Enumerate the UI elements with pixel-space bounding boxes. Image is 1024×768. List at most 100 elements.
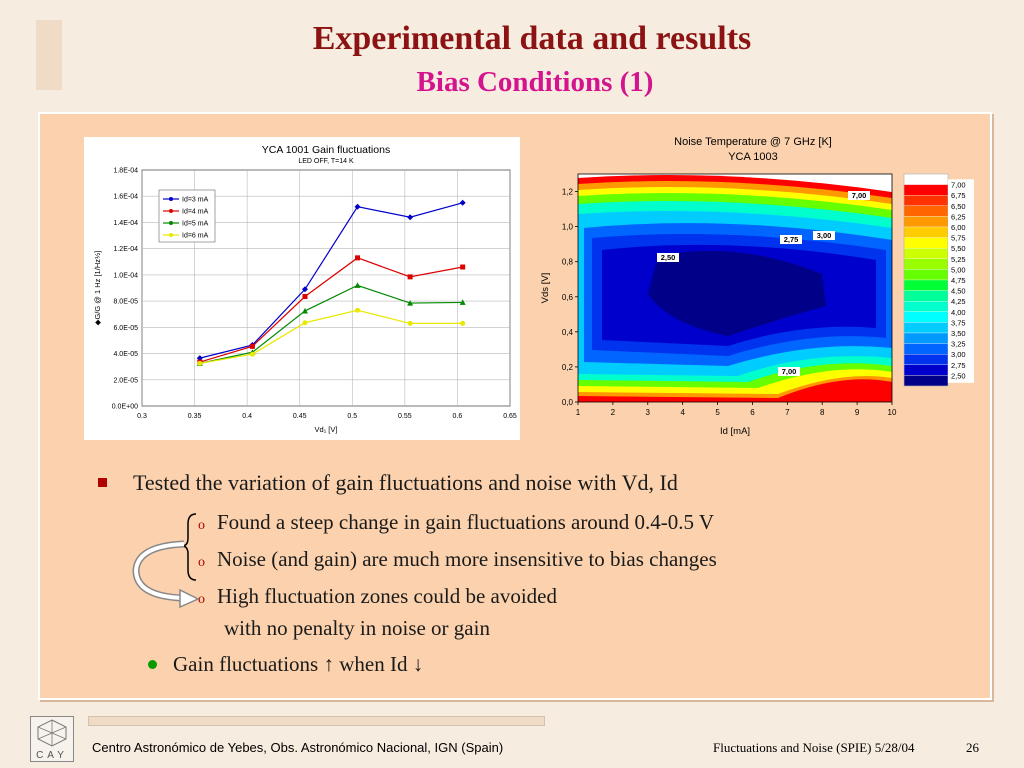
colorbar-swatch	[903, 195, 949, 206]
data-point	[460, 320, 466, 326]
y-axis-label: ◆G/G @ 1 Hz [1/Hz½]	[93, 251, 102, 326]
data-point	[302, 320, 308, 326]
y-axis-label: Vds [V]	[540, 273, 551, 304]
data-point	[249, 351, 255, 357]
colorbar-swatch	[903, 237, 949, 249]
legend-entry: Id=3 mA	[182, 197, 209, 204]
data-point	[407, 274, 413, 280]
bullet-secondary: Gain fluctuations ↑ when Id ↓	[148, 652, 423, 677]
contour-label-bg	[813, 231, 835, 240]
brace-arrow-icon	[132, 513, 200, 609]
y-tick-label: 1,2	[562, 188, 574, 197]
series-line	[199, 257, 463, 363]
y-tick-label: 6.0E-05	[113, 325, 138, 332]
colorbar-swatch	[903, 216, 949, 228]
sub-bullet-text: High fluctuation zones could be avoided	[217, 584, 557, 608]
footer-institution: Centro Astronómico de Yebes, Obs. Astron…	[92, 740, 504, 755]
data-point	[301, 286, 308, 293]
x-tick-label: 6	[750, 408, 755, 417]
x-tick-label: 5	[715, 408, 720, 417]
colorbar-swatch	[903, 364, 949, 376]
bullet-main-text: Tested the variation of gain fluctuation…	[133, 470, 678, 495]
contour-label-bg	[780, 235, 802, 244]
colorbar-label: 3,50	[951, 329, 966, 338]
y-tick-label: 1.4E-04	[113, 220, 138, 227]
colorbar-swatch	[903, 205, 949, 217]
slide-subtitle: Bias Conditions (1)	[416, 66, 654, 98]
y-tick-label: 2.0E-05	[113, 377, 138, 384]
colorbar-swatch	[903, 354, 949, 365]
x-tick-label: 0.3	[137, 413, 147, 420]
colorbar-swatch	[903, 375, 949, 387]
noise-chart: Noise Temperature @ 7 GHz [K] YCA 1003 7,0…	[532, 126, 980, 440]
y-tick-label: 8.0E-05	[113, 299, 138, 306]
x-axis-label: Id [mA]	[720, 426, 750, 437]
contour-label: 7,00	[852, 191, 867, 200]
colorbar-label: 6,75	[951, 191, 966, 200]
contour-label-bg	[657, 253, 679, 262]
bullet-secondary-text: Gain fluctuations ↑ when Id ↓	[173, 652, 424, 676]
y-tick-label: 1,0	[562, 223, 574, 232]
legend-entry: Id=6 mA	[182, 233, 209, 240]
data-point	[249, 343, 255, 349]
noise-chart-svg: Noise Temperature @ 7 GHz [K] YCA 1003 7,0…	[540, 136, 974, 437]
gain-chart-svg: YCA 1001 Gain fluctuations LED OFF, T=14 …	[93, 144, 517, 434]
contour-band	[648, 250, 826, 336]
colorbar-label: 3,00	[951, 350, 966, 359]
data-point	[355, 307, 361, 313]
y-tick-label: 4.0E-05	[113, 351, 138, 358]
sub-bullet-marker: o	[198, 518, 205, 533]
cay-logo-icon	[37, 719, 67, 747]
colorbar-swatch	[903, 279, 949, 291]
sub-bullet-2: o Noise (and gain) are much more insensit…	[198, 547, 717, 572]
contour-label-bg	[778, 367, 800, 376]
y-tick-label: 0,6	[562, 293, 574, 302]
contour-label-bg	[848, 191, 870, 200]
series-line	[199, 284, 463, 364]
x-tick-label: 0.55	[398, 413, 412, 420]
colorbar-label: 3,25	[951, 340, 966, 349]
colorbar-swatch	[903, 311, 949, 323]
colorbar-swatch	[903, 301, 949, 312]
colorbar-swatch	[903, 332, 949, 344]
y-tick-label: 0.0E+00	[112, 404, 138, 411]
x-tick-label: 9	[855, 408, 860, 417]
sub-bullet-text: Noise (and gain) are much more insensiti…	[217, 547, 717, 571]
data-point	[301, 307, 308, 314]
legend-marker	[169, 221, 173, 225]
colorbar-swatch	[903, 226, 949, 238]
y-tick-label: 0,2	[562, 363, 574, 372]
legend-entry: Id=4 mA	[182, 209, 209, 216]
footer-conference: Fluctuations and Noise (SPIE) 5/28/04	[713, 740, 915, 755]
x-tick-label: 10	[888, 408, 897, 417]
colorbar-label: 6,50	[951, 202, 966, 211]
colorbar-label: 5,25	[951, 255, 966, 264]
colorbar-label: 2,50	[951, 371, 966, 380]
contour-label: 7,00	[782, 367, 797, 376]
x-tick-label: 4	[680, 408, 685, 417]
footer-bar	[88, 716, 545, 726]
colorbar-swatch	[903, 173, 949, 185]
chart-title: YCA 1001 Gain fluctuations	[262, 144, 390, 156]
x-tick-label: 0.4	[242, 413, 252, 420]
series-line	[199, 202, 463, 359]
x-tick-label: 8	[820, 408, 825, 417]
legend-entry: Id=5 mA	[182, 221, 209, 228]
colorbar-label: 7,00	[951, 181, 966, 190]
data-point	[197, 360, 203, 366]
contour-label: 2,50	[661, 253, 676, 262]
sub-bullet-3-cont: with no penalty in noise or gain	[224, 616, 490, 640]
data-point	[355, 255, 361, 261]
legend-marker	[169, 197, 173, 201]
chart-subtitle: LED OFF, T=14 K	[298, 158, 354, 165]
data-point	[354, 282, 361, 288]
square-bullet-icon	[98, 478, 107, 488]
colorbar-swatch	[903, 258, 949, 270]
x-tick-label: 2	[611, 408, 616, 417]
x-tick-label: 3	[646, 408, 651, 417]
cay-logo: CAY	[30, 716, 74, 762]
data-point	[459, 199, 466, 206]
round-bullet-icon	[148, 659, 157, 669]
sub-bullet-marker: o	[198, 555, 205, 570]
data-point	[407, 300, 414, 306]
